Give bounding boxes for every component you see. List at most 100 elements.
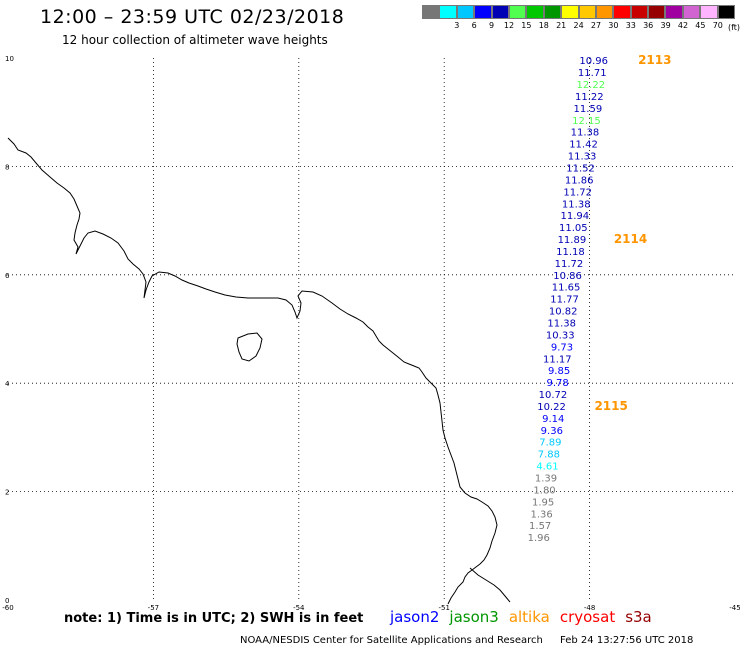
wave-height-value: 9.14: [542, 414, 564, 425]
legend-swatch: [456, 5, 475, 19]
legend-swatch: [439, 5, 457, 19]
legend-label: 24: [573, 21, 584, 30]
legend-label: 6: [471, 21, 477, 30]
axis-ticks: -60 -57 -54 -51 -48 -45 0 2 4 6 8 10: [2, 55, 740, 612]
color-legend: 3 6 9 12 15 18 21 24 27 30 33 36 39 42 45 70 (ft): [422, 5, 740, 32]
legend-swatch: [613, 5, 631, 19]
legend-label: 39: [660, 21, 671, 30]
satellite-name: cryosat: [559, 608, 616, 626]
wave-height-value: 1.36: [530, 509, 552, 520]
legend-swatch: [543, 5, 562, 19]
satellite-name: jason2: [390, 608, 440, 626]
wave-height-value: 11.38: [547, 318, 576, 329]
legend-swatch: [595, 5, 614, 19]
wave-height-value: 10.72: [539, 390, 568, 401]
pass-time-label: 2114: [614, 232, 647, 246]
wave-height-readings: 10.9611.7112.2211.2211.5912.1511.3811.42…: [528, 56, 608, 544]
pass-time-label: 2113: [638, 53, 671, 67]
wave-height-value: 10.96: [579, 56, 608, 67]
legend-label: 18: [538, 21, 549, 30]
wave-height-value: 9.78: [546, 378, 568, 389]
wave-height-value: 4.61: [536, 462, 558, 473]
wave-height-value: 7.89: [539, 438, 561, 449]
wave-height-value: 11.72: [563, 187, 592, 198]
wave-height-value: 9.85: [548, 366, 570, 377]
wave-height-value: 10.86: [553, 271, 582, 282]
map-title: 12:00 – 23:59 UTC 02/23/2018: [40, 6, 345, 28]
timestamp: Feb 24 13:27:56 UTC 2018: [560, 635, 694, 646]
wave-height-value: 12.15: [572, 116, 601, 127]
legend-swatch: [682, 5, 701, 19]
legend-label: 42: [677, 21, 689, 30]
satellite-name: altika: [508, 608, 550, 626]
wave-height-value: 11.65: [552, 283, 581, 294]
y-tick-label: 0: [5, 597, 9, 605]
satellite-key: jason2 jason3 altika cryosat s3a: [390, 608, 662, 626]
wave-height-value: 1.95: [532, 497, 554, 508]
legend-swatch: [474, 5, 492, 19]
legend-swatch: [665, 5, 683, 19]
wave-height-value: 11.77: [550, 295, 579, 306]
wave-height-value: 1.80: [533, 485, 555, 496]
wave-height-value: 11.86: [565, 175, 594, 186]
pass-time-labels: 2113 2114 2115: [594, 53, 671, 413]
x-tick-label: -48: [584, 604, 595, 612]
x-tick-label: -45: [729, 604, 740, 612]
wave-height-value: 1.57: [529, 521, 551, 532]
legend-swatch: [561, 5, 579, 19]
legend-swatch: [578, 5, 596, 19]
legend-swatch: [422, 5, 440, 19]
wave-height-value: 1.96: [528, 533, 550, 544]
legend-swatch: [717, 5, 736, 19]
legend-label: 30: [608, 21, 619, 30]
wave-height-value: 10.33: [546, 330, 575, 341]
wave-height-value: 11.71: [578, 68, 607, 79]
x-tick-label: -51: [438, 604, 449, 612]
legend-label: 27: [590, 21, 602, 30]
satellite-name: s3a: [625, 608, 652, 626]
wave-height-value: 11.59: [574, 104, 603, 115]
coastline-island: [236, 332, 263, 362]
map-subtitle: 12 hour collection of altimeter wave hei…: [62, 33, 328, 47]
coastline-delta: [469, 567, 511, 603]
x-tick-label: -54: [293, 604, 305, 612]
wave-height-value: 9.73: [551, 342, 573, 353]
footnote: note: 1) Time is in UTC; 2) SWH is in fe…: [64, 611, 364, 626]
legend-labels: 3 6 9 12 15 18 21 24 27 30 33 36 39 42 45 70: [422, 19, 735, 31]
legend-unit: (ft): [728, 23, 740, 32]
map-grid: [8, 58, 735, 600]
coastline: [7, 137, 511, 605]
wave-height-value: 11.94: [560, 211, 589, 222]
wave-height-value: 10.22: [537, 402, 566, 413]
satellite-name: jason3: [449, 608, 499, 626]
wave-height-value: 1.39: [535, 474, 557, 485]
legend-label: 12: [503, 21, 515, 30]
legend-swatch: [526, 5, 544, 19]
wave-height-value: 11.42: [569, 140, 598, 151]
wave-height-value: 7.88: [538, 450, 560, 461]
legend-swatch: [491, 5, 509, 19]
y-tick-label: 6: [5, 272, 10, 280]
legend-label: 9: [489, 21, 495, 30]
credit-line: NOAA/NESDIS Center for Satellite Applica…: [240, 635, 693, 646]
pass-time-label: 2115: [594, 399, 627, 413]
y-tick-label: 8: [5, 163, 9, 171]
legend-label: 21: [556, 21, 567, 30]
legend-label: 45: [695, 21, 706, 30]
legend-label: 36: [643, 21, 654, 30]
wave-height-value: 11.18: [556, 247, 585, 258]
wave-height-value: 11.38: [571, 128, 600, 139]
legend-swatch: [630, 5, 649, 19]
wave-height-value: 11.33: [568, 152, 597, 163]
wave-height-value: 11.38: [562, 199, 591, 210]
wave-height-value: 11.72: [555, 259, 584, 270]
credit-text: NOAA/NESDIS Center for Satellite Applica…: [240, 635, 543, 646]
legend-swatch: [508, 5, 527, 19]
coastline-mainland: [7, 137, 498, 605]
x-tick-label: -57: [148, 604, 159, 612]
legend-swatch: [648, 5, 666, 19]
y-tick-label: 10: [5, 55, 14, 63]
wave-height-value: 11.22: [575, 92, 604, 103]
legend-label: 3: [454, 21, 460, 30]
